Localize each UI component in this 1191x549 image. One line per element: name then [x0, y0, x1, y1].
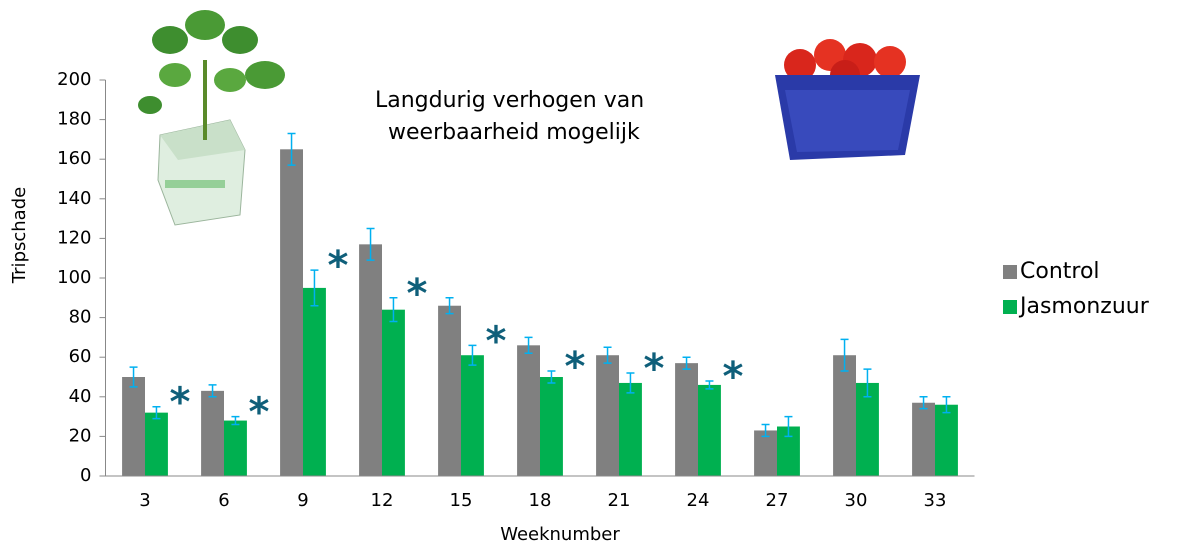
bar: [777, 426, 800, 476]
significance-marker: *: [564, 344, 585, 390]
y-tick-label: 160: [57, 148, 91, 169]
error-bar: [626, 372, 635, 394]
bar: [461, 355, 484, 476]
error-bar: [919, 396, 928, 410]
x-tick-label: 12: [371, 490, 394, 511]
y-tick-label: 180: [57, 109, 91, 130]
error-bar: [445, 297, 454, 315]
bar: [438, 305, 461, 476]
error-bar: [547, 370, 556, 384]
bar: [856, 382, 879, 476]
y-tick-label: 60: [69, 346, 92, 367]
bar: [619, 382, 642, 476]
bar: [912, 402, 935, 476]
error-bar: [208, 384, 217, 398]
bar: [935, 404, 958, 476]
x-tick-label: 24: [687, 490, 710, 511]
error-bar: [231, 415, 240, 426]
strawberry-image: [775, 39, 920, 160]
y-axis-label: Tripschade: [9, 187, 30, 284]
annotation: weerbaarheid mogelijk: [388, 120, 640, 145]
significance-marker: *: [169, 380, 190, 426]
x-tick-label: 15: [450, 490, 473, 511]
y-tick-label: 80: [69, 307, 92, 328]
annotation: Langdurig verhogen van: [375, 88, 644, 113]
legend-swatch: [1003, 300, 1017, 314]
error-bar: [840, 338, 849, 372]
error-bar: [705, 380, 714, 390]
bar: [359, 244, 382, 476]
error-bar: [152, 405, 161, 420]
bar: [145, 412, 168, 476]
bar: [540, 377, 563, 476]
significance-marker: *: [327, 243, 348, 289]
bar: [698, 384, 721, 476]
x-tick-label: 6: [218, 490, 229, 511]
y-tick-label: 100: [57, 267, 91, 288]
bar: [382, 309, 405, 476]
bar: [122, 377, 145, 476]
error-bar: [366, 227, 375, 261]
error-bar: [287, 132, 296, 166]
bar: [303, 287, 326, 476]
significance-marker: *: [485, 318, 506, 364]
bar: [224, 420, 247, 476]
x-tick-label: 21: [608, 490, 631, 511]
error-bar: [310, 269, 319, 307]
error-bar: [761, 423, 770, 438]
significance-marker: *: [643, 346, 664, 392]
error-bar: [129, 366, 138, 388]
significance-marker: *: [722, 354, 743, 400]
x-tick-label: 33: [924, 490, 947, 511]
bar: [280, 149, 303, 477]
error-bar: [863, 368, 872, 398]
bar: [833, 355, 856, 476]
bar: [517, 345, 540, 476]
y-tick-label: 120: [57, 227, 91, 248]
x-tick-label: 27: [766, 490, 789, 511]
y-tick-label: 20: [69, 425, 92, 446]
bar: [754, 430, 777, 476]
bar: [596, 355, 619, 476]
error-bar: [942, 396, 951, 414]
y-tick-label: 40: [69, 386, 92, 407]
legend-swatch: [1003, 265, 1017, 279]
x-tick-label: 9: [297, 490, 308, 511]
y-tick-label: 200: [57, 69, 91, 90]
error-bar: [389, 297, 398, 323]
x-tick-label: 18: [529, 490, 552, 511]
error-bar: [682, 356, 691, 370]
error-bar: [524, 336, 533, 354]
plant-image: [138, 10, 285, 226]
x-tick-label: 3: [139, 490, 150, 511]
legend-label: Jasmonzuur: [1018, 294, 1150, 319]
error-bar: [784, 415, 793, 438]
bar: [201, 390, 224, 476]
significance-marker: *: [248, 390, 269, 436]
y-tick-label: 0: [80, 465, 91, 486]
y-tick-label: 140: [57, 188, 91, 209]
x-tick-label: 30: [845, 490, 868, 511]
error-bar: [603, 346, 612, 364]
legend-label: Control: [1020, 259, 1100, 284]
error-bar: [468, 344, 477, 366]
bar: [675, 363, 698, 476]
x-axis-label: Weeknumber: [500, 524, 620, 545]
significance-marker: *: [406, 271, 427, 317]
